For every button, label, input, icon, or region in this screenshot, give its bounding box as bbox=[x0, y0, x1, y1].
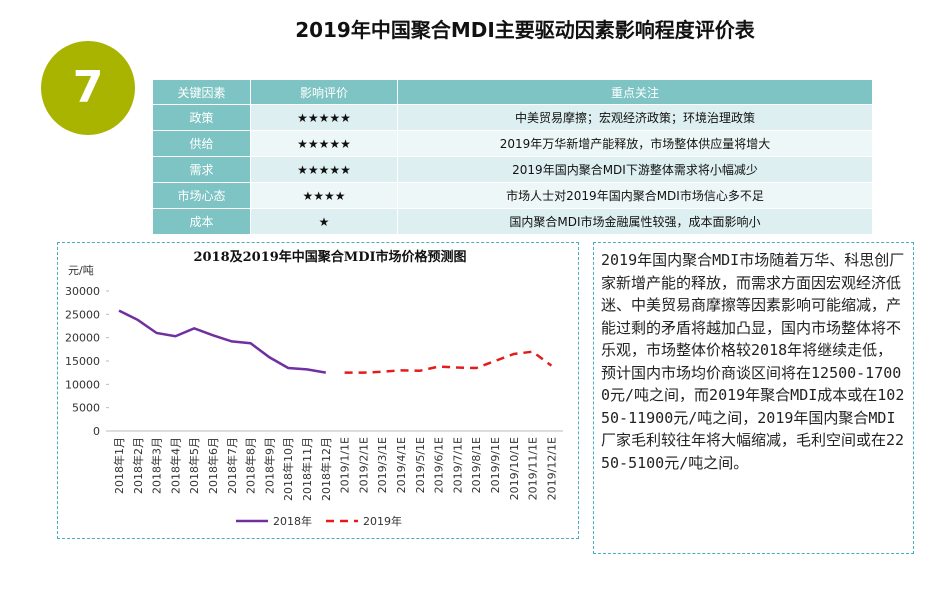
table-row: 市场心态 ★★★★ 市场人士对2019年国内聚合MDI市场信心多不足 bbox=[152, 182, 873, 209]
x-tick-label: 2018年2月 bbox=[131, 437, 145, 494]
chart-box: 2018及2019年中国聚合MDI市场价格预测图元/吨 0 5000 10000 150… bbox=[57, 242, 579, 539]
x-tick-label: 2019/8/1E bbox=[470, 437, 483, 493]
header-cell: 重点关注 bbox=[397, 79, 873, 105]
header-cell: 关键因素 bbox=[152, 79, 251, 105]
x-tick-label: 2018年9月 bbox=[262, 437, 276, 494]
y-tick-label: 25000 bbox=[65, 308, 100, 321]
table: 关键因素 影响评价 重点关注 政策 ★★★★★ 中美贸易摩擦；宏观经济政策；环境治理政策… bbox=[152, 79, 873, 235]
x-tick-label: 2018年10月 bbox=[281, 437, 295, 501]
chart-title: 2018及2019年中国聚合MDI市场价格预测图 bbox=[193, 249, 466, 265]
y-tick-label: 30000 bbox=[65, 285, 100, 298]
cell: ★ bbox=[250, 208, 398, 235]
y-tick-label: 15000 bbox=[65, 355, 100, 368]
cell: 市场人士对2019年国内聚合MDI市场信心多不足 bbox=[397, 182, 873, 209]
table-body: 政策 ★★★★★ 中美贸易摩擦；宏观经济政策；环境治理政策 供给 ★★★★★ 2019年万… bbox=[152, 104, 873, 235]
legend-label: 2018年 bbox=[273, 514, 312, 528]
cell: 2019年万华新增产能释放，市场整体供应量将增大 bbox=[397, 130, 873, 157]
x-tick-label: 2019/11/1E bbox=[527, 437, 540, 500]
y-tick-label: 5000 bbox=[72, 402, 100, 415]
header-cell: 影响评价 bbox=[250, 79, 398, 105]
y-tick-label: 10000 bbox=[65, 378, 100, 391]
cell: ★★★★ bbox=[250, 182, 398, 209]
key-cell: 政策 bbox=[152, 104, 251, 131]
x-tick-label: 2019/6/1E bbox=[433, 437, 446, 493]
key-cell: 需求 bbox=[152, 156, 251, 183]
table-row: 供给 ★★★★★ 2019年万华新增产能释放，市场整体供应量将增大 bbox=[152, 130, 873, 157]
key-cell: 供给 bbox=[152, 130, 251, 157]
series-line bbox=[344, 350, 553, 374]
x-tick-label: 2019/12/1E bbox=[545, 437, 558, 500]
table-row: 政策 ★★★★★ 中美贸易摩擦；宏观经济政策；环境治理政策 bbox=[152, 104, 873, 131]
table-row: 成本 ★ 国内聚合MDI市场金融属性较强，成本面影响小 bbox=[152, 208, 873, 235]
x-tick-label: 2018年11月 bbox=[300, 437, 314, 501]
text-box: 2019年国内聚合MDI市场随着万华、科思创厂家新增产能的释放，而需求方面因宏观… bbox=[593, 242, 914, 554]
header-row: 关键因素 影响评价 重点关注 bbox=[152, 79, 873, 105]
page-title: 2019年中国聚合MDI主要驱动因素影响程度评价表 bbox=[295, 18, 755, 42]
x-tick-label: 2018年3月 bbox=[150, 437, 164, 494]
table-row: 需求 ★★★★★ 2019年国内聚合MDI下游整体需求将小幅减少 bbox=[152, 156, 873, 183]
cell: ★★★★★ bbox=[250, 130, 398, 157]
x-tick-label: 2019/9/1E bbox=[489, 437, 502, 493]
x-tick-label: 2019/3/1E bbox=[376, 437, 389, 493]
x-tick-label: 2019/1/1E bbox=[339, 437, 352, 493]
y-axis-label: 元/吨 bbox=[68, 264, 94, 277]
badge: 7 bbox=[41, 41, 135, 135]
key-cell: 成本 bbox=[152, 208, 251, 235]
x-tick-label: 2019/5/1E bbox=[414, 437, 427, 493]
x-tick-label: 2018年8月 bbox=[244, 437, 258, 494]
x-tick-label: 2019/4/1E bbox=[395, 437, 408, 493]
x-tick-label: 2018年12月 bbox=[319, 437, 333, 501]
cell: ★★★★★ bbox=[250, 104, 398, 131]
cell: 中美贸易摩擦；宏观经济政策；环境治理政策 bbox=[397, 104, 873, 131]
x-tick-label: 2018年4月 bbox=[168, 437, 182, 494]
legend-label: 2019年 bbox=[363, 514, 402, 528]
cell: 2019年国内聚合MDI下游整体需求将小幅减少 bbox=[397, 156, 873, 183]
y-tick-label: 20000 bbox=[65, 332, 100, 345]
y-tick-label: 0 bbox=[93, 425, 100, 438]
x-tick-label: 2019/2/1E bbox=[357, 437, 370, 493]
x-tick-label: 2018年1月 bbox=[112, 437, 126, 494]
x-tick-label: 2018年6月 bbox=[206, 437, 220, 494]
x-tick-label: 2018年5月 bbox=[187, 437, 201, 494]
x-tick-label: 2018年7月 bbox=[225, 437, 239, 494]
cell: 国内聚合MDI市场金融属性较强，成本面影响小 bbox=[397, 208, 873, 235]
cell: ★★★★★ bbox=[250, 156, 398, 183]
series-line bbox=[118, 309, 327, 374]
x-tick-label: 2019/7/1E bbox=[451, 437, 464, 493]
x-tick-label: 2019/10/1E bbox=[508, 437, 521, 500]
key-cell: 市场心态 bbox=[152, 182, 251, 209]
